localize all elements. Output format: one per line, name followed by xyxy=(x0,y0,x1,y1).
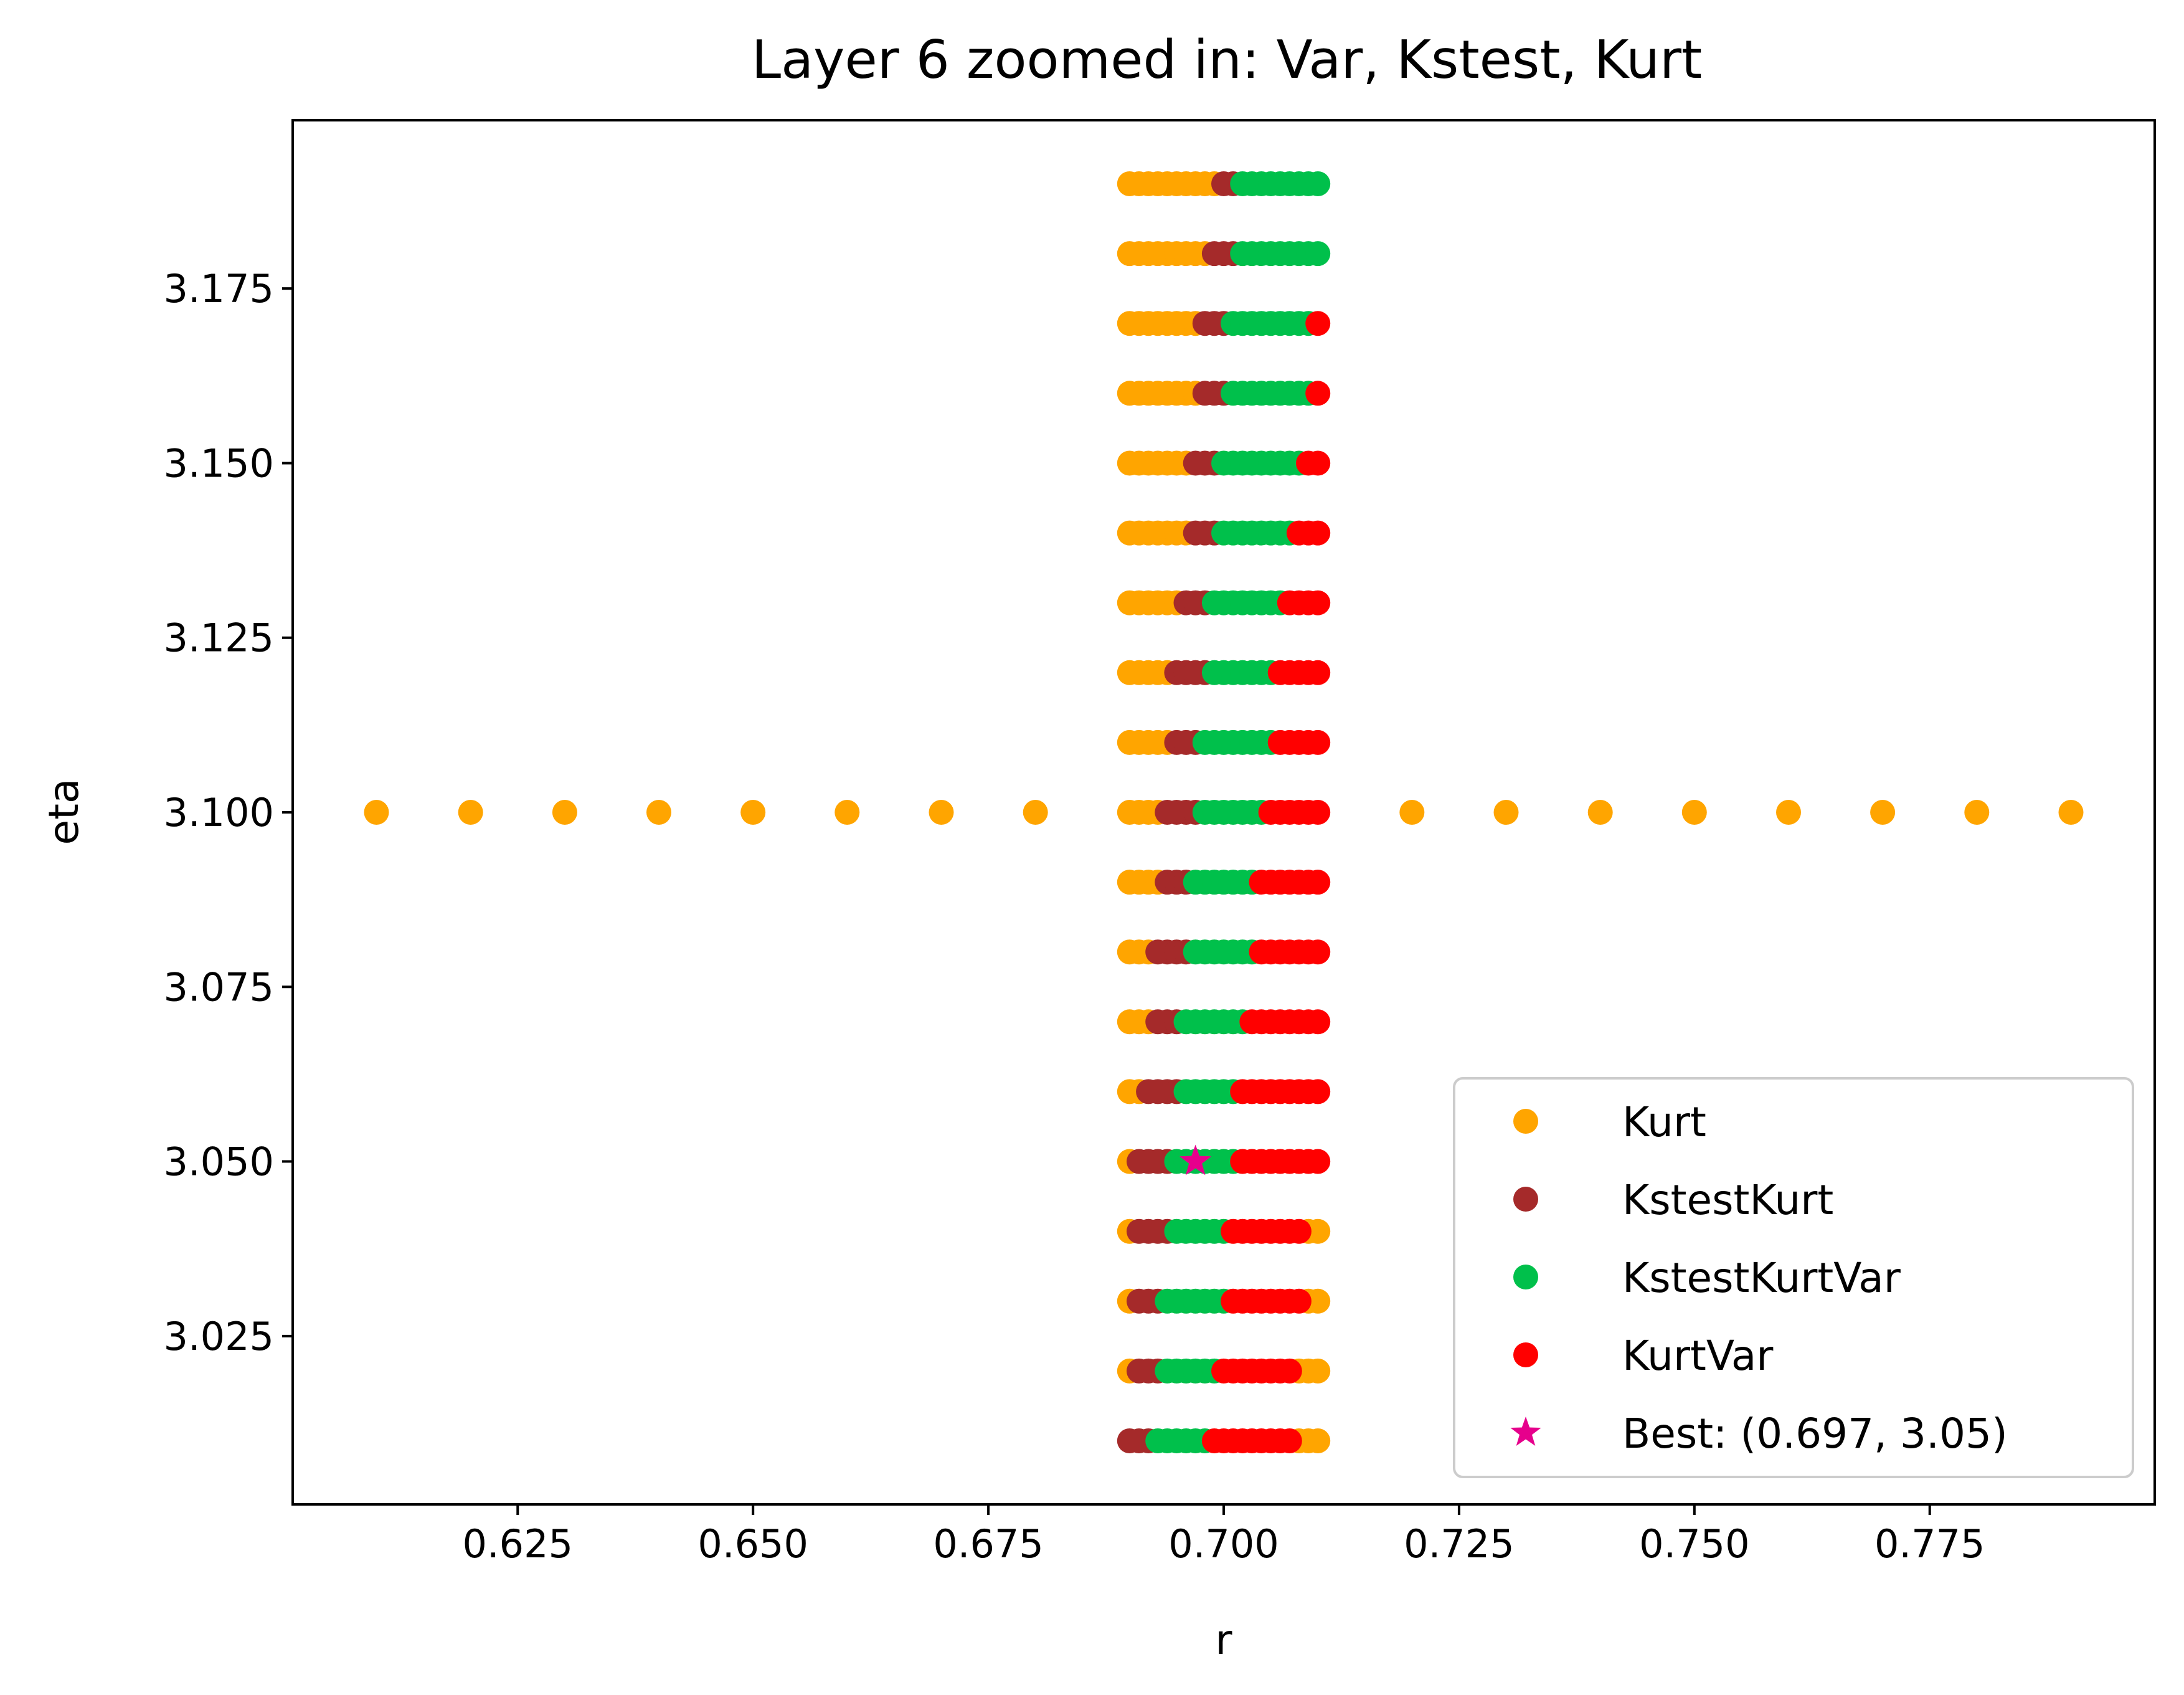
legend-marker xyxy=(1513,1187,1538,1212)
data-point xyxy=(1286,1218,1312,1244)
data-point xyxy=(1023,800,1048,825)
y-tick-label: 3.025 xyxy=(164,1314,275,1359)
legend-entries: Kurt KstestKurt KstestKurtVar KurtVar Best: … xyxy=(1510,1098,2008,1458)
data-point xyxy=(1870,800,1896,825)
legend-label: KstestKurt xyxy=(1622,1176,1833,1224)
data-point xyxy=(1305,870,1331,895)
x-tick-label: 0.700 xyxy=(1168,1521,1279,1567)
y-axis: 3.025 3.050 3.075 3.100 3.125 3.150 3.175 xyxy=(164,266,293,1359)
legend-label: Best: (0.697, 3.05) xyxy=(1622,1410,2008,1458)
data-point xyxy=(1305,1218,1331,1244)
y-tick-label: 3.150 xyxy=(164,440,275,486)
data-point xyxy=(1305,1079,1331,1104)
data-point xyxy=(458,800,483,825)
data-point xyxy=(1305,800,1331,825)
legend-star-marker xyxy=(1510,1417,1541,1446)
chart-title: Layer 6 zoomed in: Var, Kstest, Kurt xyxy=(752,29,1703,91)
y-axis-label: eta xyxy=(40,779,88,845)
series-kurt xyxy=(364,171,2084,1453)
data-point xyxy=(646,800,671,825)
data-point xyxy=(1305,1288,1331,1314)
data-point xyxy=(1305,729,1331,755)
x-tick-label: 0.625 xyxy=(463,1521,574,1567)
data-point xyxy=(1305,590,1331,615)
data-point xyxy=(1681,800,1707,825)
data-point xyxy=(1305,1149,1331,1174)
data-point xyxy=(1305,171,1331,196)
y-tick-label: 3.175 xyxy=(164,266,275,311)
data-point xyxy=(552,800,577,825)
data-point xyxy=(1305,939,1331,965)
data-point xyxy=(834,800,860,825)
data-point xyxy=(740,800,766,825)
series-kurtvar xyxy=(1201,311,1331,1453)
legend-label: Kurt xyxy=(1622,1098,1706,1146)
data-point xyxy=(1964,800,1990,825)
data-point xyxy=(1305,1009,1331,1035)
data-point xyxy=(1305,381,1331,406)
y-tick-label: 3.075 xyxy=(164,964,275,1010)
y-tick-label: 3.125 xyxy=(164,615,275,661)
x-tick-label: 0.750 xyxy=(1639,1521,1750,1567)
data-point xyxy=(1493,800,1519,825)
y-tick-label: 3.100 xyxy=(164,790,275,835)
data-point xyxy=(1305,660,1331,685)
data-point xyxy=(1399,800,1425,825)
data-point xyxy=(1286,1288,1312,1314)
legend-marker xyxy=(1513,1265,1538,1289)
data-point xyxy=(1305,241,1331,267)
data-point xyxy=(929,800,954,825)
data-point xyxy=(1305,1358,1331,1384)
data-point xyxy=(1277,1358,1302,1384)
legend-marker xyxy=(1513,1109,1538,1134)
data-point xyxy=(1776,800,1801,825)
x-axis-label: r xyxy=(1215,1616,1232,1664)
legend-label: KstestKurtVar xyxy=(1622,1254,1901,1302)
legend: Kurt KstestKurt KstestKurtVar KurtVar Best: … xyxy=(1453,1077,2134,1478)
data-point xyxy=(364,800,389,825)
data-point xyxy=(1305,520,1331,546)
x-tick-label: 0.650 xyxy=(697,1521,808,1567)
data-point xyxy=(1587,800,1613,825)
data-point xyxy=(1305,1428,1331,1453)
y-tick-label: 3.050 xyxy=(164,1139,275,1185)
data-point xyxy=(1305,450,1331,476)
x-tick-label: 0.775 xyxy=(1874,1521,1985,1567)
data-point xyxy=(1277,1428,1302,1453)
legend-label: KurtVar xyxy=(1622,1332,1774,1380)
x-tick-label: 0.675 xyxy=(933,1521,1044,1567)
x-tick-label: 0.725 xyxy=(1404,1521,1515,1567)
legend-marker xyxy=(1513,1342,1538,1367)
data-point xyxy=(1305,311,1331,336)
legend-box xyxy=(1453,1077,2134,1478)
x-axis: 0.625 0.650 0.675 0.700 0.725 0.750 0.775 xyxy=(463,1504,1985,1567)
data-points xyxy=(364,171,2084,1453)
best-point-star xyxy=(1179,1144,1212,1175)
data-point xyxy=(2058,800,2084,825)
